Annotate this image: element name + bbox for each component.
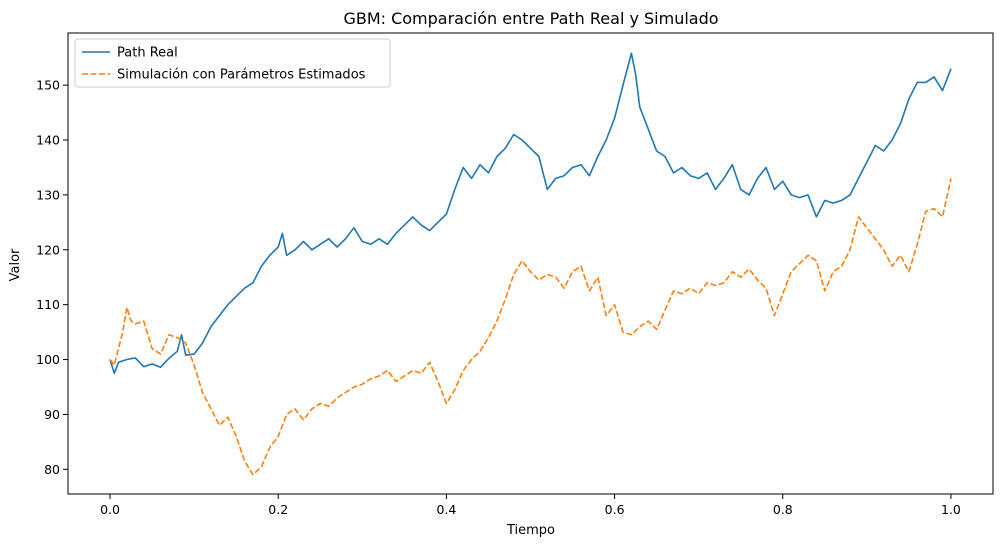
y-tick-label: 130 — [36, 187, 60, 202]
y-axis: 80 90 100 110 120 130 140 150 — [36, 78, 68, 477]
legend-label: Path Real — [117, 46, 178, 61]
x-axis: 0.0 0.2 0.4 0.6 0.8 1.0 — [100, 494, 961, 517]
legend-box — [74, 38, 391, 88]
y-axis-label: Valor — [8, 248, 23, 281]
y-tick-label: 90 — [44, 407, 60, 422]
series-line-path-real — [109, 52, 952, 375]
x-tick-label: 0.4 — [436, 502, 456, 517]
x-tick-label: 0.8 — [773, 502, 793, 517]
x-tick-label: 0.6 — [605, 502, 625, 517]
series-line-simulacion — [109, 178, 952, 476]
y-tick-label: 80 — [44, 462, 60, 477]
y-tick-label: 150 — [36, 78, 60, 93]
legend: Path Real Simulación con Parámetros Estim… — [74, 38, 391, 88]
x-axis-label: Tiempo — [506, 523, 555, 538]
x-tick-label: 0.2 — [268, 502, 288, 517]
x-tick-label: 0.0 — [100, 502, 120, 517]
x-tick-label: 1.0 — [941, 502, 961, 517]
y-tick-label: 140 — [36, 133, 60, 148]
y-tick-label: 110 — [36, 297, 60, 312]
y-tick-label: 120 — [36, 242, 60, 257]
plot-area: 0.0 0.2 0.4 0.6 0.8 1.0 80 90 100 110 120 130 140 15… — [36, 32, 994, 517]
series-layer — [109, 52, 952, 476]
chart-title: GBM: Comparación entre Path Real y Simul… — [343, 9, 718, 28]
legend-label: Simulación con Parámetros Estimados — [117, 68, 366, 83]
axes-frame — [67, 32, 994, 495]
y-tick-label: 100 — [36, 352, 60, 367]
